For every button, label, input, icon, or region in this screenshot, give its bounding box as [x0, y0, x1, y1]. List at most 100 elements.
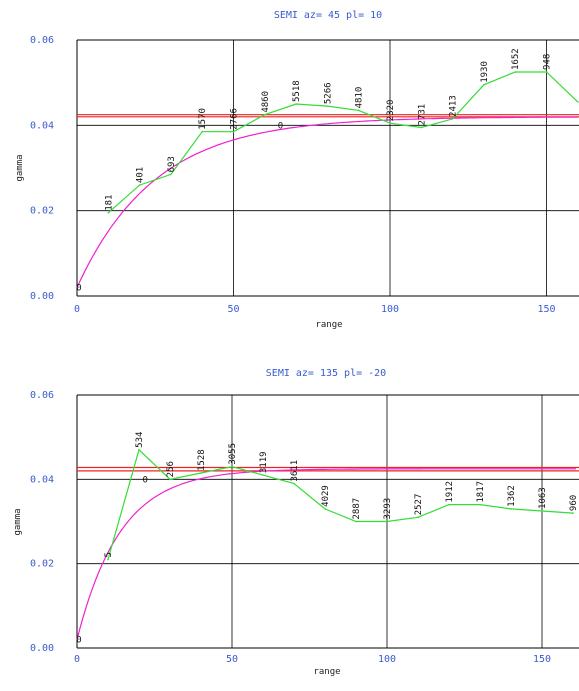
chart-2-title: SEMI az= 135 pl= -20 — [266, 368, 386, 379]
empirical-point — [295, 103, 297, 105]
pair-count-label: 4860 — [261, 91, 271, 113]
pair-count-label: 960 — [569, 495, 579, 511]
pair-count-label: 2887 — [352, 498, 362, 520]
chart-1-tick-labels: 0 50 100 150 0.00 0.02 0.04 0.06 — [30, 35, 556, 315]
y-tick-label: 0.02 — [30, 206, 54, 217]
model-curve-path — [76, 468, 577, 640]
chart-1: SEMI az= 45 pl= 10 0 50 100 150 0.00 0.02 0.04… — [15, 10, 579, 330]
pair-count-label: 2766 — [230, 108, 240, 130]
pair-count-label: 4810 — [355, 87, 365, 109]
chart-2-empirical-series — [107, 448, 574, 561]
pair-count-label: 5518 — [292, 80, 302, 102]
empirical-point — [420, 126, 423, 129]
pair-count-label: 1912 — [445, 481, 455, 503]
empirical-line — [107, 71, 579, 214]
chart-2-pair-count-labels: 5 534 256 1528 3055 3119 3611 4029 2887 3293 2527 1… — [104, 432, 579, 558]
pair-count-label: 2320 — [386, 100, 396, 122]
marker-label: 0 — [76, 283, 81, 293]
pair-count-label: 2527 — [414, 494, 424, 516]
chart-1-pair-count-labels: 181 401 693 1570 2766 4860 5518 5266 4810 2320 273… — [104, 48, 552, 210]
empirical-point — [514, 71, 516, 73]
empirical-point — [138, 449, 140, 451]
chart-2-markers: 00 — [76, 475, 148, 645]
chart-2-ylabel: gamma — [13, 508, 23, 535]
chart-1-markers: 00 — [76, 121, 283, 293]
empirical-point — [324, 508, 326, 510]
chart-1-sill-lines — [77, 114, 579, 118]
empirical-point — [355, 520, 357, 523]
empirical-point — [326, 105, 329, 107]
x-tick-label: 100 — [378, 654, 396, 665]
pair-count-label: 1652 — [511, 48, 521, 70]
y-tick-label: 0.06 — [30, 35, 54, 46]
chart-1-empirical-series — [107, 71, 579, 214]
marker-label: 0 — [142, 475, 147, 485]
empirical-point — [231, 465, 233, 468]
pair-count-label: 1063 — [538, 487, 548, 509]
empirical-point — [448, 503, 450, 506]
y-tick-label: 0.02 — [30, 559, 54, 570]
empirical-point — [201, 130, 203, 133]
empirical-point — [479, 503, 481, 506]
chart-1-xlabel: range — [315, 320, 342, 330]
empirical-point — [169, 478, 171, 481]
empirical-point — [357, 109, 360, 112]
chart-2: SEMI az= 135 pl= -20 0 50 100 1500.000.020.… — [13, 368, 579, 677]
x-tick-label: 50 — [227, 304, 239, 315]
chart-1-title: SEMI az= 45 pl= 10 — [274, 10, 382, 21]
pair-count-label: 2413 — [449, 95, 459, 117]
x-tick-label: 150 — [533, 654, 551, 665]
pair-count-label: 693 — [167, 156, 177, 172]
pair-count-label: 2731 — [417, 104, 427, 126]
pair-count-label: 3611 — [290, 460, 300, 482]
empirical-point — [541, 510, 543, 512]
empirical-point — [389, 122, 391, 124]
empirical-point — [293, 482, 295, 485]
chart-1-grid — [76, 39, 579, 297]
y-tick-label: 0.00 — [30, 643, 54, 654]
empirical-point — [138, 184, 141, 186]
empirical-point — [107, 212, 110, 214]
chart-2-model-curve — [76, 468, 577, 640]
empirical-point — [483, 84, 485, 86]
pair-count-label: 5266 — [323, 82, 333, 104]
marker-label: 0 — [278, 121, 283, 131]
y-tick-label: 0.00 — [30, 291, 54, 302]
pair-count-label: 181 — [104, 195, 114, 211]
y-tick-label: 0.04 — [30, 474, 54, 485]
y-tick-label: 0.06 — [30, 390, 54, 401]
empirical-point — [262, 474, 264, 476]
model-curve-path — [76, 116, 578, 288]
empirical-point — [386, 520, 388, 523]
x-tick-label: 0 — [74, 654, 80, 665]
x-tick-label: 150 — [537, 304, 555, 315]
empirical-point — [232, 130, 235, 133]
x-tick-label: 100 — [381, 304, 399, 315]
pair-count-label: 3293 — [383, 498, 393, 520]
empirical-point — [107, 558, 109, 561]
empirical-line — [107, 448, 574, 560]
pair-count-label: 3055 — [228, 443, 238, 465]
pair-count-label: 1817 — [476, 481, 486, 503]
empirical-point — [264, 113, 266, 116]
pair-count-label: 4029 — [321, 485, 331, 507]
pair-count-label: 1930 — [480, 61, 490, 83]
pair-count-label: 3119 — [259, 451, 269, 473]
empirical-point — [577, 101, 579, 103]
marker-label: 0 — [76, 636, 81, 646]
chart-2-grid — [76, 394, 579, 649]
empirical-point — [510, 508, 512, 510]
empirical-point — [170, 173, 172, 176]
chart-1-model-curve — [76, 116, 578, 288]
pair-count-label: 1570 — [198, 108, 208, 130]
pair-count-label: 1362 — [507, 485, 517, 507]
y-tick-label: 0.04 — [30, 120, 54, 131]
pair-count-label: 948 — [543, 54, 553, 70]
empirical-point — [545, 71, 548, 73]
chart-1-ylabel: gamma — [15, 154, 25, 181]
chart-2-xlabel: range — [313, 667, 340, 677]
pair-count-label: 256 — [166, 461, 176, 477]
empirical-point — [417, 516, 419, 519]
